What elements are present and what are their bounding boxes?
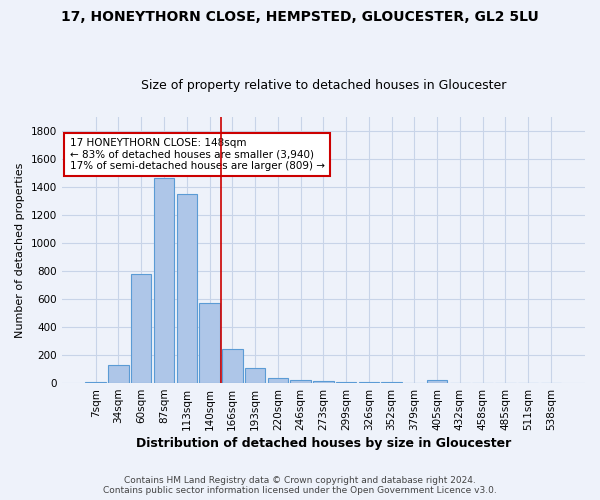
Bar xyxy=(268,378,288,383)
Bar xyxy=(85,382,106,383)
Bar xyxy=(359,382,379,383)
Bar xyxy=(427,380,448,383)
Text: 17 HONEYTHORN CLOSE: 148sqm
← 83% of detached houses are smaller (3,940)
17% of : 17 HONEYTHORN CLOSE: 148sqm ← 83% of det… xyxy=(70,138,325,172)
Bar xyxy=(154,178,174,383)
Text: Contains HM Land Registry data © Crown copyright and database right 2024.
Contai: Contains HM Land Registry data © Crown c… xyxy=(103,476,497,495)
Title: Size of property relative to detached houses in Gloucester: Size of property relative to detached ho… xyxy=(140,79,506,92)
Text: 17, HONEYTHORN CLOSE, HEMPSTED, GLOUCESTER, GL2 5LU: 17, HONEYTHORN CLOSE, HEMPSTED, GLOUCEST… xyxy=(61,10,539,24)
Bar xyxy=(313,381,334,383)
Bar xyxy=(108,365,129,383)
X-axis label: Distribution of detached houses by size in Gloucester: Distribution of detached houses by size … xyxy=(136,437,511,450)
Bar xyxy=(176,194,197,383)
Bar xyxy=(199,303,220,383)
Bar xyxy=(382,382,402,383)
Bar xyxy=(245,368,265,383)
Bar xyxy=(290,380,311,383)
Bar xyxy=(336,382,356,383)
Bar xyxy=(131,274,151,383)
Y-axis label: Number of detached properties: Number of detached properties xyxy=(15,162,25,338)
Bar xyxy=(222,350,242,383)
